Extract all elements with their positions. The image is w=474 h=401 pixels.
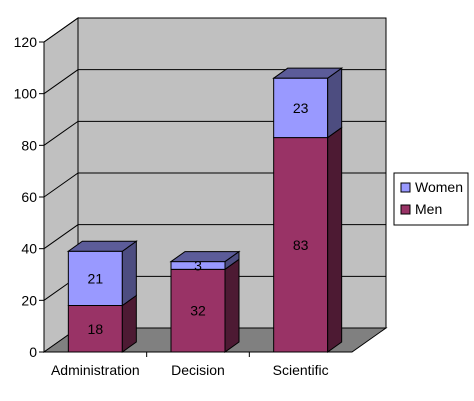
bar-front xyxy=(273,77,329,139)
bar-top xyxy=(272,67,344,79)
legend-label: Women xyxy=(415,179,463,195)
bar-top xyxy=(169,251,241,263)
legend: Women Men xyxy=(393,172,469,226)
y-tick-label: 0 xyxy=(29,344,37,360)
bar-side xyxy=(327,67,343,139)
bar-side xyxy=(121,240,137,307)
bar-front xyxy=(67,250,123,306)
x-category-label: Administration xyxy=(51,362,140,378)
bar-segment-women-decision: 3 xyxy=(169,250,241,273)
bar-side xyxy=(224,258,240,353)
bar-segment-men-scientific: 83 xyxy=(273,126,343,353)
bar-front xyxy=(67,305,123,353)
data-label: 18 xyxy=(88,321,104,337)
bar-segment-men-administration: 18 xyxy=(67,294,137,353)
data-label: 32 xyxy=(190,303,206,319)
y-tick-label: 40 xyxy=(21,241,37,257)
bar-segment-women-scientific: 23 xyxy=(272,67,344,139)
legend-swatch xyxy=(400,182,411,193)
y-axis-ticks: 0 20 40 60 80 100 120 xyxy=(14,34,44,360)
y-tick-label: 100 xyxy=(14,86,38,102)
y-tick-label: 80 xyxy=(21,137,37,153)
data-label: 83 xyxy=(293,237,309,253)
legend-label: Men xyxy=(415,201,442,217)
x-category-label: Scientific xyxy=(273,362,329,378)
data-label: 23 xyxy=(293,100,309,116)
y-tick-label: 120 xyxy=(14,34,38,50)
legend-box xyxy=(393,172,469,226)
legend-swatch xyxy=(400,204,411,215)
bar-top xyxy=(66,240,138,252)
legend-item-men: Men xyxy=(400,201,442,217)
bar-side xyxy=(327,126,343,353)
bars: 18 21 32 3 83 23 xyxy=(66,67,344,353)
y-tick-label: 20 xyxy=(21,292,37,308)
data-label: 21 xyxy=(88,270,104,286)
gridline xyxy=(43,69,386,95)
legend-item-women: Women xyxy=(400,179,463,195)
gridline xyxy=(43,17,386,43)
bar-segment-men-decision: 32 xyxy=(170,258,240,353)
y-tick-label: 60 xyxy=(21,189,37,205)
bar-segment-women-administration: 21 xyxy=(66,240,138,307)
bar-front xyxy=(273,137,329,353)
x-axis-categories: Administration Decision Scientific xyxy=(51,352,329,378)
x-category-label: Decision xyxy=(171,362,225,378)
data-label: 3 xyxy=(194,257,202,273)
